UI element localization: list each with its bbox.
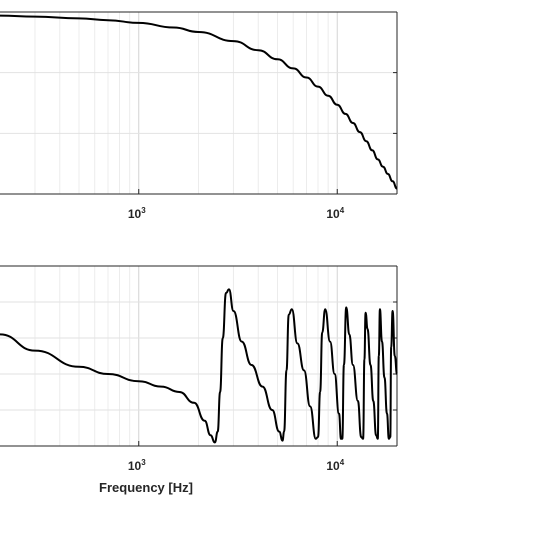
x-tick-label-base: 10 xyxy=(128,459,142,473)
x-tick-label-exponent: 4 xyxy=(340,206,345,215)
x-tick-label: 104 xyxy=(326,206,344,221)
x-tick-label-base: 10 xyxy=(128,207,142,221)
phase-chart: 103 104 xyxy=(0,265,398,473)
x-axis-label: Frequency [Hz] xyxy=(99,480,193,495)
x-tick-label: 104 xyxy=(326,458,344,473)
x-tick-label-exponent: 3 xyxy=(141,458,146,467)
x-tick-label-base: 10 xyxy=(326,459,340,473)
series-line-0 xyxy=(0,288,398,444)
x-tick-label-exponent: 3 xyxy=(141,206,146,215)
x-tick-label-exponent: 4 xyxy=(340,458,345,467)
x-tick-label: 103 xyxy=(128,458,146,473)
series-line-0 xyxy=(0,14,398,190)
x-tick-label: 103 xyxy=(128,206,146,221)
x-tick-label-base: 10 xyxy=(326,207,340,221)
magnitude-chart: 103 104 xyxy=(0,11,398,221)
